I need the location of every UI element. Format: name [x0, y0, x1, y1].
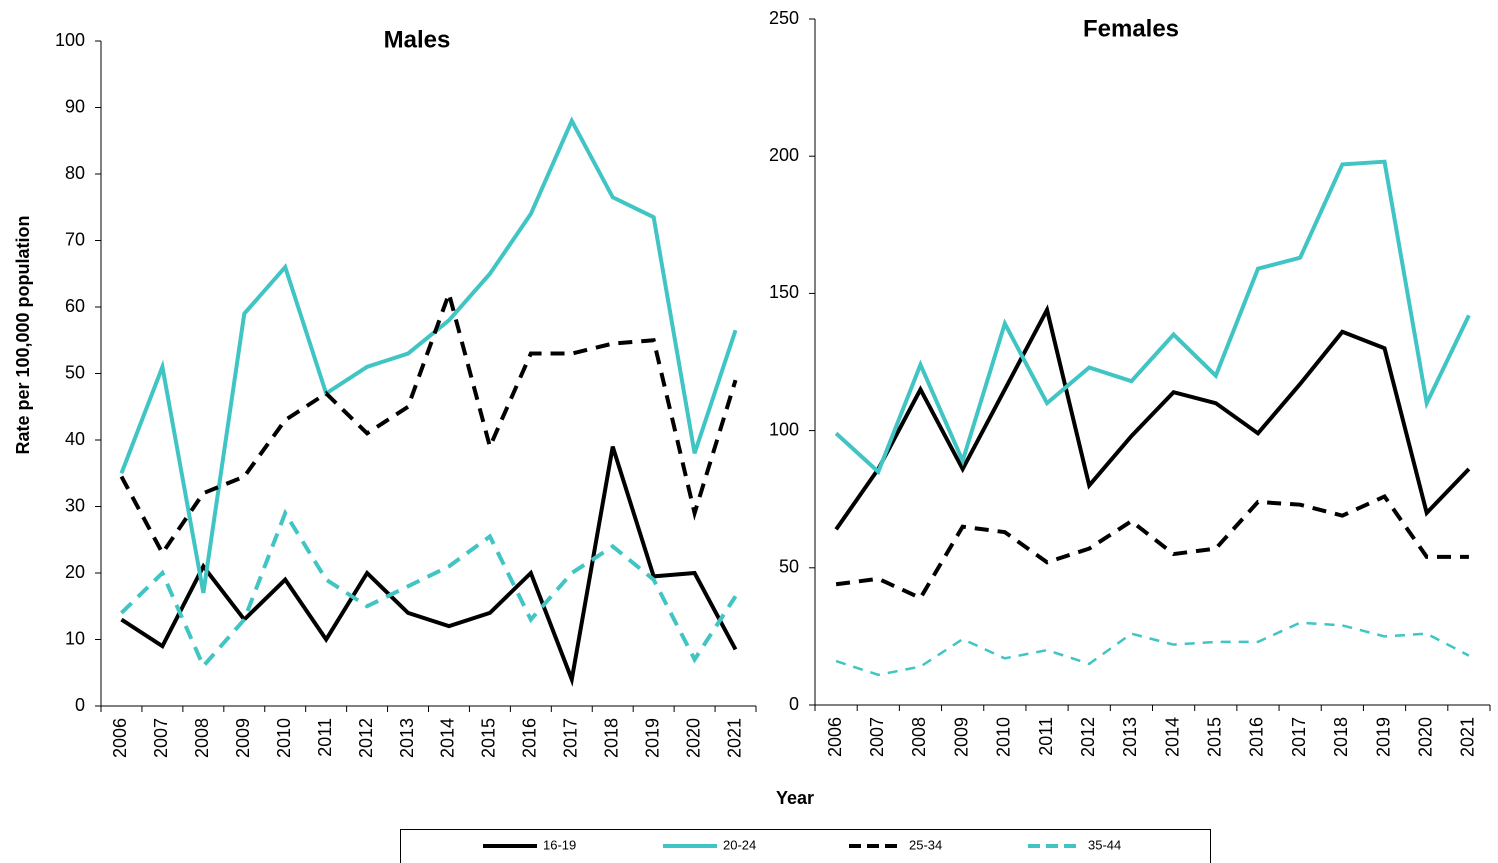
x-tick-label: 2014: [438, 718, 458, 758]
y-tick-label: 20: [65, 562, 85, 582]
x-tick-label: 2007: [867, 717, 887, 757]
series-line: [835, 493, 1469, 601]
x-axis-label: Year: [776, 788, 814, 808]
x-tick-label: 2017: [561, 718, 581, 758]
x-tick-label: 2011: [1036, 717, 1056, 756]
y-tick-label: 70: [65, 229, 85, 249]
y-tick-label: 0: [75, 695, 85, 715]
legend-label: 16-19: [543, 837, 576, 852]
x-tick-label: 2013: [1120, 717, 1140, 757]
y-tick-label: 60: [65, 296, 85, 316]
series-line: [119, 287, 738, 557]
y-tick-label: 40: [65, 429, 85, 449]
series-line: [834, 159, 1471, 476]
series-line: [834, 304, 1471, 531]
x-tick-label: 2011: [315, 718, 335, 757]
y-tick-label: 200: [769, 145, 799, 165]
y-tick-label: 90: [65, 96, 85, 116]
x-tick-label: 2012: [1078, 717, 1098, 757]
x-tick-label: 2018: [1331, 717, 1351, 757]
x-tick-label: 2006: [110, 718, 130, 758]
x-tick-label: 2017: [1289, 717, 1309, 757]
x-tick-label: 2007: [151, 718, 171, 758]
y-axis-label: Rate per 100,000 population: [13, 215, 33, 454]
x-tick-label: 2016: [520, 718, 540, 758]
x-tick-label: 2006: [825, 717, 845, 757]
y-tick-label: 100: [769, 419, 799, 439]
x-tick-label: 2016: [1247, 717, 1267, 757]
series-line: [120, 446, 738, 687]
chart-title: Females: [1083, 15, 1179, 42]
x-tick-label: 2020: [683, 718, 703, 758]
x-tick-label: 2009: [233, 718, 253, 758]
series-line: [835, 621, 1470, 677]
x-tick-label: 2020: [1415, 717, 1435, 757]
legend-label: 20-24: [723, 837, 756, 852]
x-tick-label: 2009: [951, 717, 971, 757]
x-tick-label: 2019: [642, 718, 662, 758]
x-tick-label: 2019: [1373, 717, 1393, 757]
y-tick-label: 30: [65, 495, 85, 515]
y-tick-label: 10: [65, 628, 85, 648]
x-tick-label: 2012: [356, 718, 376, 758]
y-tick-label: 50: [779, 557, 799, 577]
x-tick-label: 2021: [1458, 717, 1478, 757]
x-tick-label: 2010: [274, 718, 294, 758]
y-tick-label: 0: [789, 694, 799, 714]
y-tick-label: 250: [769, 8, 799, 28]
x-tick-label: 2018: [601, 718, 621, 758]
chart-title: Males: [384, 26, 451, 53]
legend-label: 25-34: [909, 837, 942, 852]
x-tick-label: 2013: [397, 718, 417, 758]
series-line: [119, 116, 738, 594]
x-tick-label: 2010: [994, 717, 1014, 757]
x-tick-label: 2014: [1162, 717, 1182, 757]
y-tick-label: 100: [55, 30, 85, 50]
legend-label: 35-44: [1088, 837, 1121, 852]
y-tick-label: 80: [65, 163, 85, 183]
x-tick-label: 2015: [1205, 717, 1225, 757]
y-tick-label: 150: [769, 282, 799, 302]
x-tick-label: 2021: [724, 718, 744, 758]
x-tick-label: 2008: [192, 718, 212, 758]
series-line: [120, 508, 738, 670]
x-tick-label: 2015: [479, 718, 499, 758]
y-tick-label: 50: [65, 362, 85, 382]
x-tick-label: 2008: [909, 717, 929, 757]
